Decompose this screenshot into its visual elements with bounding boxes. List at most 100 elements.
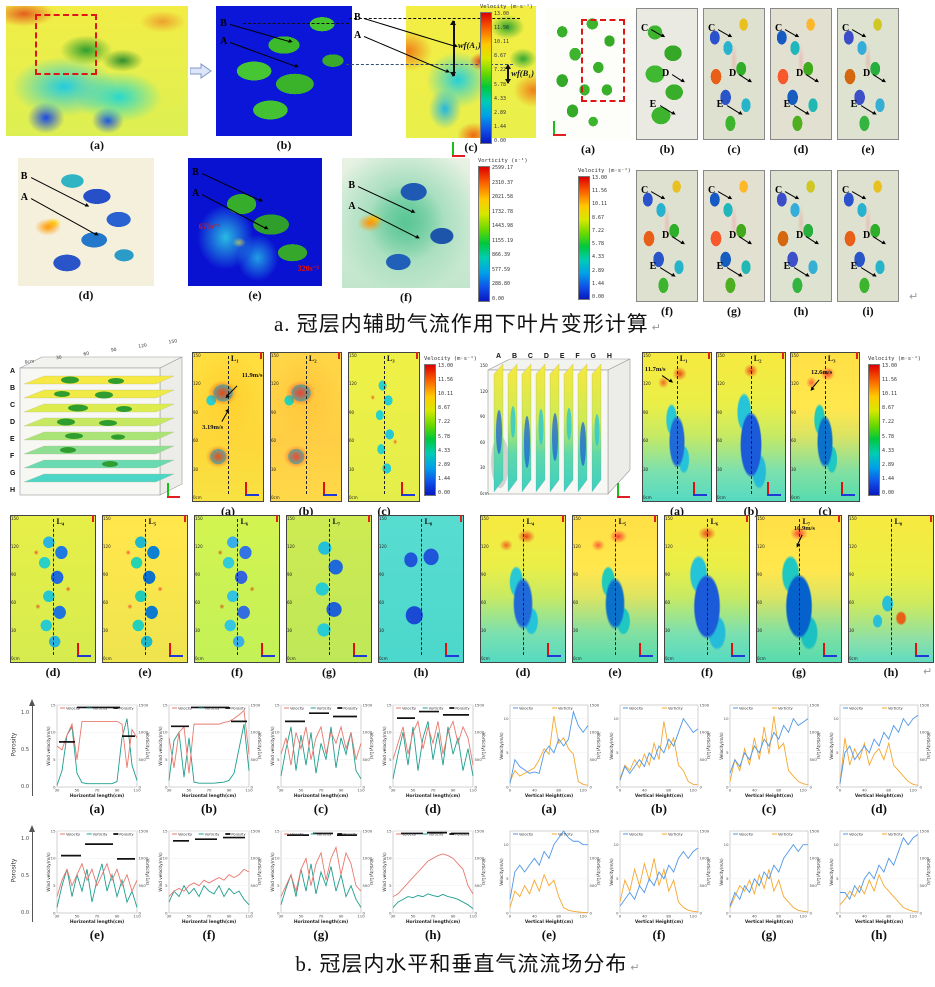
point-label: D: [863, 67, 871, 79]
chart-vertical-g: 0 5 10 0 500 1000 1500 0 40 80 120 Vertical Height(…: [717, 822, 821, 925]
line-chart: 0 5 10 15 0 500 1000 1500 30 50 70 90 110 Horizontal …: [270, 702, 374, 799]
speed-annotation: 12.6m/s: [811, 368, 833, 376]
axis-tick: 120: [349, 381, 357, 387]
slice-letters: A B C D E F G H: [496, 353, 612, 360]
axis-tick: 60: [573, 600, 579, 605]
svg-text:1000: 1000: [139, 730, 149, 735]
svg-text:110: 110: [357, 914, 365, 919]
axis-tick: 90: [757, 572, 763, 577]
displacement-arrow: [505, 64, 511, 84]
svg-text:Vorticity(1/s): Vorticity(1/s): [369, 859, 374, 886]
svg-text:Vorticity(1/s): Vorticity(1/s): [481, 859, 486, 886]
leaf-deformation-render: [770, 170, 832, 302]
axis-tick: 120: [643, 381, 651, 387]
scale-bar-icon: [639, 643, 653, 657]
speed-annotation: 10.9m/s: [793, 525, 815, 533]
axis-letter: 60: [83, 351, 90, 358]
axis-tick: 30: [103, 628, 109, 633]
speed-annotation: 3.19m/s: [202, 424, 224, 431]
svg-text:10: 10: [51, 856, 56, 861]
svg-text:80: 80: [776, 788, 781, 793]
axis-tick: 30: [480, 465, 486, 471]
axis-tick: 90: [193, 409, 199, 415]
axis-tick: 150: [665, 516, 673, 521]
svg-text:10: 10: [724, 842, 729, 847]
axis-letter: G: [590, 353, 596, 360]
panel-label: (f): [400, 290, 412, 304]
svg-text:Vorticity(1/s): Vorticity(1/s): [926, 859, 931, 886]
svg-text:10: 10: [387, 856, 392, 861]
svg-text:Vorticity: Vorticity: [558, 832, 574, 836]
colorbar-tick: 1.44: [882, 475, 895, 482]
reference-dashed-line: [243, 22, 350, 24]
3d-canopy-box-vertical: A B C D E F G H 150 120 90 60 30 0cm: [478, 352, 636, 500]
slice-id-label: L₅: [618, 517, 627, 526]
svg-text:5: 5: [389, 757, 392, 762]
svg-text:0: 0: [590, 910, 593, 915]
svg-text:80: 80: [666, 914, 671, 919]
point-label: C: [774, 184, 783, 196]
axis-tick: 90: [271, 409, 277, 415]
svg-text:Velocity: Velocity: [178, 706, 193, 710]
axis-letter: 120: [138, 343, 148, 350]
svg-text:Vorticity: Vorticity: [93, 832, 109, 836]
axis-tick: 0cm: [643, 494, 652, 500]
axis-tick: 30: [757, 628, 763, 633]
svg-text:Vertical Height(cm): Vertical Height(cm): [525, 919, 573, 925]
svg-text:1500: 1500: [139, 702, 149, 707]
slice-panel: 150 120 90 60 30 0cm L₅ (e): [102, 515, 188, 679]
axis-tick: 30: [11, 628, 17, 633]
point-label: A: [348, 201, 356, 213]
colorbar-gradient: [424, 364, 436, 496]
slice-panel: 150 120 90 60 30 0cm L₁ 11.7m/s (a): [642, 352, 712, 518]
point-label: D: [796, 67, 804, 79]
scale-bar-icon: [823, 643, 837, 657]
point-label: B: [354, 11, 361, 23]
panel-leaf-points: (h) C D E: [770, 170, 832, 318]
svg-text:1000: 1000: [475, 730, 485, 735]
svg-text:70: 70: [207, 914, 212, 919]
center-dashed-line: [306, 356, 307, 494]
panel-label: (f): [231, 665, 243, 679]
axis-letter: C: [527, 353, 533, 360]
colorbar-tick: 10.11: [882, 391, 898, 398]
svg-text:80: 80: [666, 788, 671, 793]
slice-panel: 150 120 90 60 30 0cm L₆ (f): [664, 515, 750, 679]
panel-label: (g): [322, 665, 336, 679]
scale-bar-icon: [547, 643, 561, 657]
leaf-deformation-render: [703, 8, 765, 140]
svg-text:500: 500: [251, 883, 259, 888]
panel-label: (a): [670, 504, 684, 518]
axis-tick: 120: [757, 544, 765, 549]
svg-text:90: 90: [451, 788, 456, 793]
colorbar-tick: 11.56: [882, 377, 898, 384]
axis-tick: 30: [791, 466, 797, 472]
panel-label: (b): [743, 504, 759, 518]
svg-text:10: 10: [275, 856, 280, 861]
svg-text:500: 500: [700, 757, 708, 762]
axis-tick: 60: [757, 600, 763, 605]
axis-tick: 0cm: [757, 656, 766, 661]
svg-text:0: 0: [616, 910, 619, 915]
svg-text:Horizontal length(cm): Horizontal length(cm): [294, 793, 348, 799]
svg-text:40: 40: [642, 788, 647, 793]
colorbar-tick: 7.22: [592, 227, 605, 234]
colorbar-tick: 4.33: [494, 95, 507, 102]
axis-tick: 30: [665, 628, 671, 633]
slice-id-label: L₂: [753, 354, 762, 363]
svg-text:Velocity: Velocity: [519, 832, 534, 836]
axis-tick: 90: [665, 572, 671, 577]
svg-text:0: 0: [509, 914, 512, 919]
axis-tick: 60: [193, 438, 199, 444]
slice-id-label: L₄: [56, 517, 65, 526]
svg-text:70: 70: [95, 788, 100, 793]
slice-id-label: L₆: [710, 517, 719, 526]
axis-letter: A: [496, 353, 502, 360]
svg-text:0: 0: [836, 784, 839, 789]
panel-label: (b): [276, 138, 292, 152]
point-label: E: [850, 99, 858, 111]
svg-text:15: 15: [51, 702, 56, 707]
panel-label: (e): [608, 665, 622, 679]
panel-label: (d): [793, 142, 809, 156]
